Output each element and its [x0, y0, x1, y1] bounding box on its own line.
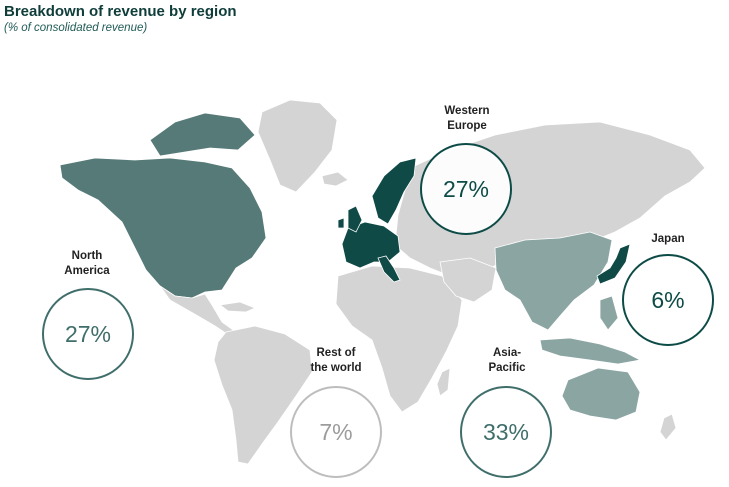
- label-western-europe-line1: Western: [444, 105, 490, 117]
- australia-land: [561, 367, 641, 421]
- label-north-america-line1: North: [71, 250, 103, 262]
- label-japan-line1: Japan: [651, 233, 685, 245]
- bubble-japan: 6%: [622, 254, 714, 346]
- page-subtitle: (% of consolidated revenue): [4, 22, 148, 34]
- south-america-land: [213, 325, 313, 465]
- label-western-europe: Western Europe: [430, 104, 504, 134]
- scandinavia-land: [371, 157, 417, 225]
- label-japan: Japan: [640, 232, 696, 247]
- iceland-land: [321, 171, 349, 187]
- bubble-rest-of-world: 7%: [290, 386, 382, 478]
- bubble-western-europe: 27%: [420, 143, 512, 235]
- middle-east-land: [439, 257, 497, 303]
- caribbean-land: [218, 301, 257, 313]
- label-asia-pacific-line2: Pacific: [488, 362, 526, 374]
- italy-land: [377, 255, 401, 283]
- north-america-land: [59, 157, 267, 299]
- africa-land: [335, 265, 463, 413]
- greenland-land: [257, 99, 338, 193]
- philippines-land: [599, 295, 619, 331]
- label-rest-of-world-line2: the world: [310, 362, 362, 374]
- label-asia-pacific: Asia- Pacific: [470, 346, 544, 376]
- asia-pacific-land: [494, 231, 613, 331]
- arctic-islands-land: [149, 112, 256, 157]
- page-title: Breakdown of revenue by region: [4, 3, 237, 20]
- madagascar-land: [436, 367, 451, 397]
- japan-land: [596, 243, 631, 285]
- indonesia-land: [539, 337, 642, 365]
- new-zealand-land: [659, 413, 677, 441]
- label-rest-of-world-line1: Rest of: [316, 347, 356, 359]
- bubble-north-america: 27%: [42, 288, 134, 380]
- uk-ireland-land: [337, 205, 363, 233]
- label-north-america: North America: [50, 249, 124, 279]
- label-western-europe-line2: Europe: [447, 120, 487, 132]
- bubble-asia-pacific: 33%: [460, 386, 552, 478]
- label-asia-pacific-line1: Asia-: [492, 347, 522, 359]
- label-north-america-line2: America: [64, 265, 110, 277]
- label-rest-of-world: Rest of the world: [298, 346, 374, 376]
